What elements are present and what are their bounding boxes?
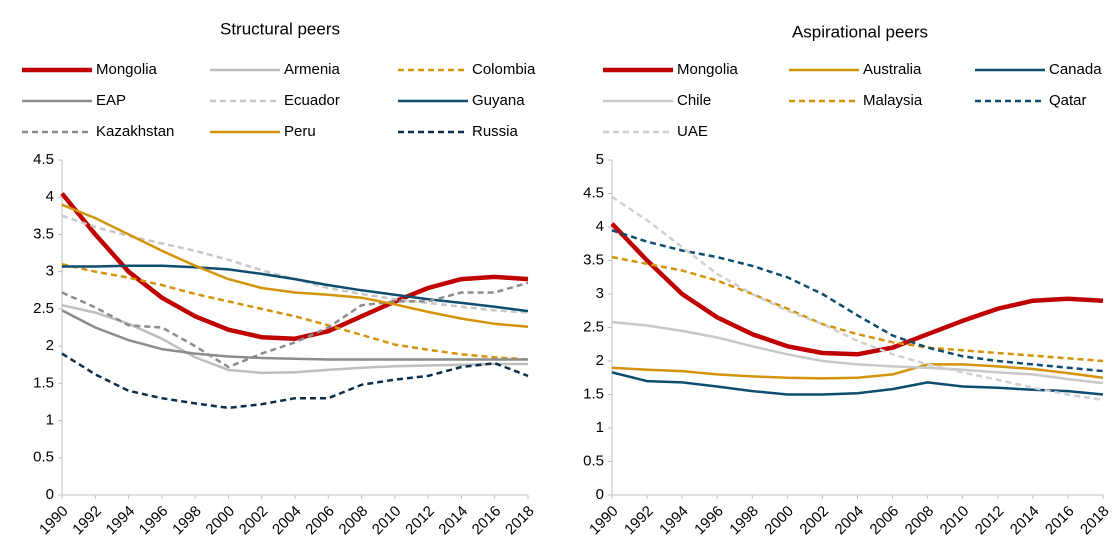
y-tick-label: 4.5: [583, 184, 604, 201]
series-line: [611, 371, 1104, 396]
x-tick-label: 2018: [502, 503, 538, 539]
series-line: [62, 264, 529, 313]
series-line: [61, 303, 528, 375]
y-tick-label: 0.5: [583, 452, 604, 469]
x-tick-label: 1992: [69, 503, 105, 539]
x-tick-label: 1998: [169, 503, 205, 539]
x-tick-label: 2016: [1042, 503, 1078, 539]
series-line: [611, 320, 1104, 385]
x-tick-label: 2012: [972, 503, 1008, 539]
legend-label: Australia: [863, 61, 922, 78]
chart-title: Aspirational peers: [792, 22, 928, 41]
y-tick-label: 1.5: [583, 385, 604, 402]
legend-label: Russia: [472, 123, 519, 140]
x-tick-label: 1990: [36, 503, 72, 539]
x-tick-label: 1996: [691, 503, 727, 539]
x-tick-label: 2014: [435, 503, 471, 539]
y-tick-label: 5: [596, 151, 604, 168]
y-tick-label: 4.5: [33, 151, 54, 168]
x-tick-label: 2000: [202, 503, 238, 539]
x-tick-label: 2000: [761, 503, 797, 539]
legend-label: EAP: [96, 92, 126, 109]
x-tick-label: 2010: [369, 503, 405, 539]
x-tick-label: 1994: [656, 503, 692, 539]
y-tick-label: 2: [46, 337, 54, 354]
series-line: [61, 214, 529, 314]
legend-label: UAE: [677, 123, 708, 140]
series-line: [610, 222, 1104, 357]
series-line: [611, 195, 1104, 402]
legend-label: Armenia: [284, 61, 341, 78]
x-tick-label: 2004: [269, 503, 305, 539]
x-tick-label: 2006: [302, 503, 338, 539]
legend-label: Kazakhstan: [96, 123, 174, 140]
x-tick-label: 2008: [336, 503, 372, 539]
series-line: [61, 309, 528, 361]
legend-label: Guyana: [472, 92, 525, 109]
y-tick-label: 3.5: [583, 251, 604, 268]
x-tick-label: 1992: [621, 503, 657, 539]
series-line: [611, 255, 1104, 363]
series-line: [60, 192, 529, 341]
y-tick-label: 4: [596, 218, 604, 235]
x-tick-label: 2002: [796, 503, 832, 539]
series-line: [61, 281, 529, 369]
y-tick-label: 1: [596, 419, 604, 436]
legend-label: Peru: [284, 123, 316, 140]
x-tick-label: 1994: [103, 503, 139, 539]
y-tick-label: 0.5: [33, 449, 54, 466]
series-line: [611, 363, 1104, 380]
x-tick-label: 2002: [236, 503, 272, 539]
x-tick-label: 2010: [937, 503, 973, 539]
y-tick-label: 4: [46, 188, 54, 205]
chart-title: Structural peers: [220, 19, 340, 38]
y-tick-label: 2.5: [33, 300, 54, 317]
series-line: [61, 352, 529, 410]
x-tick-label: 2014: [1007, 503, 1043, 539]
x-tick-label: 2018: [1077, 503, 1113, 539]
legend-label: Chile: [677, 92, 711, 109]
legend-label: Canada: [1049, 61, 1102, 78]
series-line: [61, 203, 529, 329]
y-tick-label: 1.5: [33, 374, 54, 391]
x-tick-label: 1998: [726, 503, 762, 539]
x-tick-label: 1996: [136, 503, 172, 539]
x-tick-label: 2006: [867, 503, 903, 539]
legend-label: Ecuador: [284, 92, 340, 109]
legend-label: Qatar: [1049, 92, 1087, 109]
y-tick-label: 0: [596, 486, 604, 503]
x-tick-label: 2016: [469, 503, 505, 539]
y-tick-label: 2: [596, 352, 604, 369]
legend-label: Mongolia: [677, 61, 739, 78]
y-tick-label: 3: [46, 263, 54, 280]
legend-label: Malaysia: [863, 92, 923, 109]
x-tick-label: 2004: [832, 503, 868, 539]
y-tick-label: 0: [46, 486, 54, 503]
y-tick-label: 2.5: [583, 318, 604, 335]
legend-label: Mongolia: [96, 61, 158, 78]
x-tick-label: 1990: [586, 503, 622, 539]
y-tick-label: 3.5: [33, 225, 54, 242]
x-tick-label: 2012: [402, 503, 438, 539]
series-line: [611, 229, 1104, 373]
x-tick-label: 2008: [902, 503, 938, 539]
legend-label: Colombia: [472, 61, 536, 78]
y-tick-label: 3: [596, 285, 604, 302]
y-tick-label: 1: [46, 412, 54, 429]
